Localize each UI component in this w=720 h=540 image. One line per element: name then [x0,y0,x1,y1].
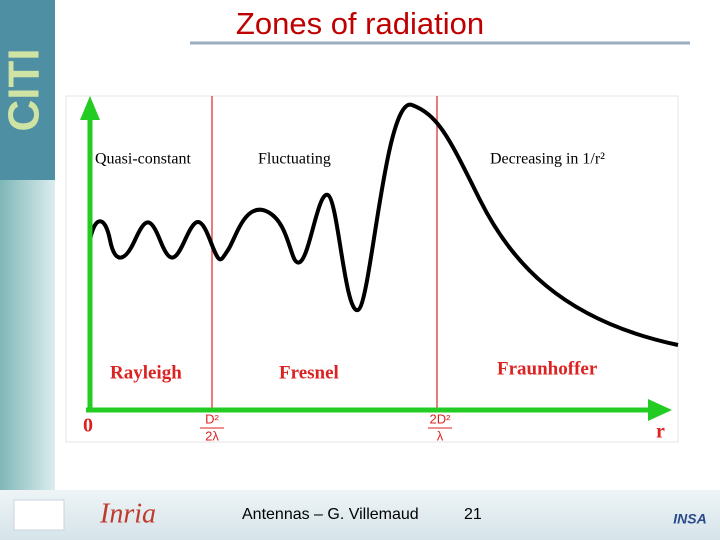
axis-label: r [656,421,665,443]
zone-label: Quasi-constant [95,151,192,168]
footer-band [0,490,720,540]
footer-logo: Inria [99,498,156,529]
fraction-denominator: λ [437,428,444,443]
origin-label: 0 [83,415,93,437]
logo-text: CITI [0,48,49,131]
x-arrow [648,399,672,421]
fraction-numerator: D² [205,411,219,426]
page-number: 21 [464,506,482,523]
region-label: Rayleigh [110,362,182,383]
footer-text: Antennas – G. Villemaud [242,506,419,523]
footer-logo-box [13,499,65,531]
zone-label: Fluctuating [258,151,331,168]
fraction-numerator: 2D² [430,411,452,426]
region-label: Fraunhoffer [497,358,598,379]
title: Zones of radiation [236,6,484,41]
region-label: Fresnel [279,362,339,383]
zone-label: Decreasing in 1/r² [490,151,605,168]
footer-logo: INSA [673,511,706,527]
field-curve [88,102,679,347]
diagram-area [65,95,679,443]
y-arrow [80,96,100,120]
fraction-denominator: 2λ [205,428,219,443]
logo-box [0,0,55,180]
